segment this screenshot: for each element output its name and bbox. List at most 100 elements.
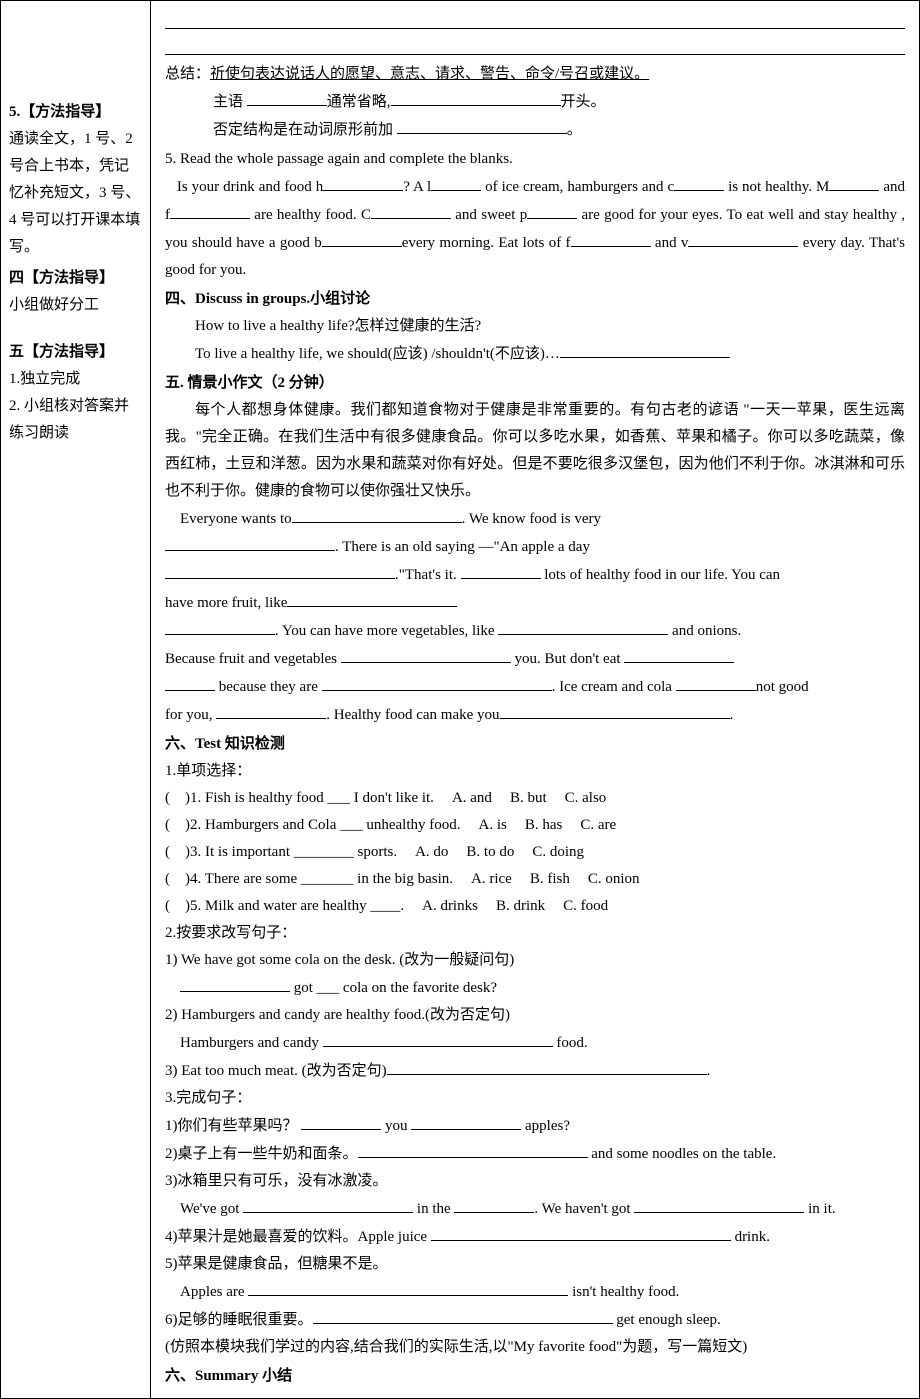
blank <box>571 229 651 247</box>
txt: lots of healthy food in our life. You ca… <box>541 567 781 583</box>
sidebar-heading-5: 5.【方法指导】 <box>9 99 142 126</box>
s5t: ? A l <box>403 179 431 195</box>
opt-c: C. are <box>580 812 616 839</box>
blank <box>500 701 730 719</box>
stem: )5. Milk and water are healthy ____. <box>185 898 404 914</box>
summary-line-3: 否定结构是在动词原形前加 。 <box>213 116 905 144</box>
summary-underline: 祈使句表达说话人的愿望、意志、请求、警告、命令/号召或建议。 <box>210 66 649 82</box>
opt-a: A. rice <box>471 866 512 893</box>
mc-q2: ( )2. Hamburgers and Cola ___ unhealthy … <box>165 812 905 839</box>
mc-q1: ( )1. Fish is healthy food ___ I don't l… <box>165 785 905 812</box>
txt: . We know food is very <box>462 511 601 527</box>
opt-b: B. but <box>510 785 547 812</box>
txt: Everyone wants to <box>180 511 292 527</box>
blank <box>322 673 552 691</box>
blank <box>560 340 730 358</box>
blank <box>391 88 561 106</box>
txt: Because fruit and vegetables <box>165 651 341 667</box>
blank <box>165 561 395 579</box>
txt: 6)足够的睡眠很重要。 <box>165 1312 313 1328</box>
mc-heading: 1.单项选择： <box>165 758 905 785</box>
blank <box>829 173 879 191</box>
s5t: are healthy food. C <box>250 207 371 223</box>
txt: in it. <box>804 1201 835 1217</box>
txt: because they are <box>215 679 322 695</box>
txt: 3) Eat too much meat. (改为否定句) <box>165 1063 387 1079</box>
s5w-l2: . There is an old saying —"An apple a da… <box>165 533 905 561</box>
blank <box>216 701 326 719</box>
opt-c: C. food <box>563 893 608 920</box>
s5w-l5: . You can have more vegetables, like and… <box>165 617 905 645</box>
s5w-l8: for you, . Healthy food can make you. <box>165 701 905 729</box>
sidebar-block-5b: 五【方法指导】 1.独立完成 2. 小组核对答案并练习朗读 <box>9 339 142 447</box>
blank <box>243 1195 413 1213</box>
txt: you. But don't eat <box>511 651 625 667</box>
blank <box>165 617 275 635</box>
s6-note: (仿照本模块我们学过的内容,结合我们的实际生活,以"My favorite fo… <box>165 1334 905 1361</box>
s4d-title: 四、Discuss in groups.小组讨论 <box>165 286 905 313</box>
blank <box>247 88 327 106</box>
opt-c: C. onion <box>588 866 640 893</box>
opt-a: A. drinks <box>422 893 478 920</box>
s5-body: Is your drink and food h? A l of ice cre… <box>165 173 905 284</box>
txt: not good <box>756 679 809 695</box>
s5w-title: 五. 情景小作文（2 分钟） <box>165 370 905 397</box>
blank-line-2 <box>165 35 905 55</box>
blank <box>431 1223 731 1241</box>
txt: Hamburgers and candy <box>180 1035 323 1051</box>
blank <box>341 645 511 663</box>
blank <box>527 201 577 219</box>
txt: . You can have more vegetables, like <box>275 623 498 639</box>
opt-b: B. fish <box>530 866 570 893</box>
summary-l2c: 开头。 <box>561 94 606 110</box>
page: 5.【方法指导】 通读全文，1 号、2 号合上书本，凭记忆补充短文，3 号、4 … <box>0 0 920 1399</box>
opt-b: B. has <box>525 812 563 839</box>
stem: )4. There are some _______ in the big ba… <box>185 871 453 887</box>
cs-1: 1)你们有些苹果吗？ you apples? <box>165 1112 905 1140</box>
opt-c: C. doing <box>532 839 584 866</box>
blank <box>323 1029 553 1047</box>
s5w-l1: Everyone wants to . We know food is very <box>165 505 905 533</box>
sidebar-heading-4: 四【方法指导】 <box>9 265 142 292</box>
rw-2a: 2) Hamburgers and candy are healthy food… <box>165 1002 905 1029</box>
section-5-read: 5. Read the whole passage again and comp… <box>165 146 905 284</box>
txt: We've got <box>180 1201 243 1217</box>
blank <box>411 1112 521 1130</box>
opt-b: B. drink <box>496 893 545 920</box>
blank <box>461 561 541 579</box>
stem: )2. Hamburgers and Cola ___ unhealthy fo… <box>185 817 461 833</box>
sidebar-heading-5b: 五【方法指导】 <box>9 339 142 366</box>
mc-q4: ( )4. There are some _______ in the big … <box>165 866 905 893</box>
blank <box>431 173 481 191</box>
stem: )1. Fish is healthy food ___ I don't lik… <box>185 790 434 806</box>
blank <box>248 1278 568 1296</box>
blank <box>454 1195 534 1213</box>
s4d-q: How to live a healthy life?怎样过健康的生活? <box>195 313 905 340</box>
txt: . We haven't got <box>534 1201 634 1217</box>
txt: drink. <box>731 1229 770 1245</box>
cs-3a: 3)冰箱里只有可乐，没有冰激凌。 <box>165 1168 905 1195</box>
blank <box>498 617 668 635</box>
summary-l3b: 。 <box>567 122 582 138</box>
blank <box>287 589 457 607</box>
summary-l2a: 主语 <box>213 94 247 110</box>
s5t: every morning. Eat lots of f <box>402 235 571 251</box>
txt: get enough sleep. <box>613 1312 721 1328</box>
blank <box>180 974 290 992</box>
txt: . Ice cream and cola <box>552 679 676 695</box>
s5-title: 5. Read the whole passage again and comp… <box>165 146 905 173</box>
cs-6: 6)足够的睡眠很重要。 get enough sleep. <box>165 1306 905 1334</box>
s5t: for you. <box>199 262 247 278</box>
opt-c: C. also <box>565 785 607 812</box>
blank <box>313 1306 613 1324</box>
txt: for you, <box>165 707 216 723</box>
sidebar-text-5: 通读全文，1 号、2 号合上书本，凭记忆补充短文，3 号、4 号可以打开课本填写… <box>9 126 142 261</box>
s4d-a: To live a healthy life, we should(应该) /s… <box>195 346 560 362</box>
s5t: Is your drink and food h <box>177 179 323 195</box>
txt: . <box>707 1063 711 1079</box>
txt: and some noodles on the table. <box>588 1146 777 1162</box>
blank <box>397 116 567 134</box>
summary-l3a: 否定结构是在动词原形前加 <box>213 122 397 138</box>
opt-b: B. to do <box>466 839 514 866</box>
sidebar-block-5: 5.【方法指导】 通读全文，1 号、2 号合上书本，凭记忆补充短文，3 号、4 … <box>9 99 142 261</box>
